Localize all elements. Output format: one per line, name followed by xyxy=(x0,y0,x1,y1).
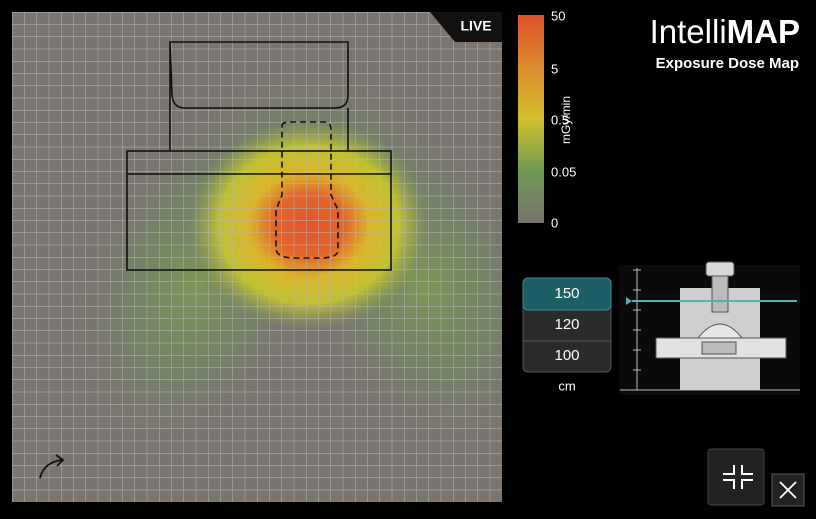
option-selected[interactable] xyxy=(522,277,612,311)
colorbar-label: 50 xyxy=(551,8,565,23)
height-option[interactable]: 120 xyxy=(554,316,579,333)
brand-title: IntelliMAP xyxy=(650,13,800,50)
close-button[interactable] xyxy=(771,473,805,507)
brand-bold: MAP xyxy=(727,13,800,50)
height-selector: 150 120 100 cm xyxy=(522,277,612,393)
colorbar xyxy=(518,15,544,223)
colorbar-unit: mGy/min xyxy=(559,96,573,144)
height-option[interactable]: 100 xyxy=(554,347,579,364)
rotate-icon[interactable] xyxy=(39,454,65,479)
height-option[interactable]: 150 xyxy=(554,285,579,302)
crosshair-button[interactable] xyxy=(707,448,765,506)
colorbar-label: 0.05 xyxy=(551,164,576,179)
side-diagram xyxy=(619,261,800,395)
dose-map xyxy=(12,12,502,502)
live-label: LIVE xyxy=(460,18,491,34)
live-tab xyxy=(430,12,502,42)
colorbar-label: 5 xyxy=(551,61,558,76)
brand-light: Intelli xyxy=(650,13,727,50)
brand-subtitle: Exposure Dose Map xyxy=(656,55,799,72)
height-unit: cm xyxy=(558,378,575,393)
colorbar-label: 0 xyxy=(551,215,558,230)
colorbar-label: 0.5 xyxy=(551,112,569,127)
